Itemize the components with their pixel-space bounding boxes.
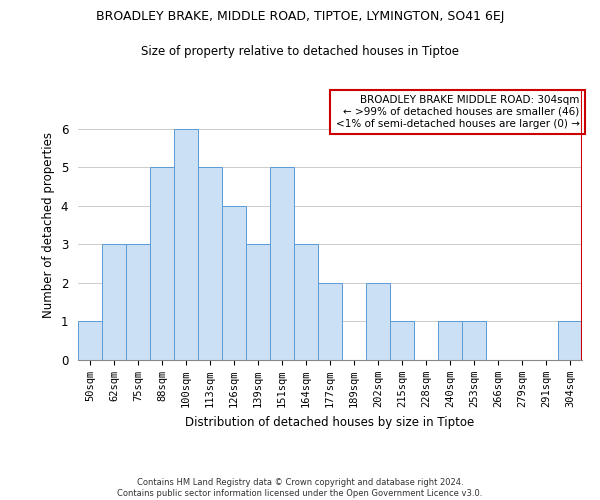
Bar xyxy=(366,283,390,360)
X-axis label: Distribution of detached houses by size in Tiptoe: Distribution of detached houses by size … xyxy=(185,416,475,428)
Text: BROADLEY BRAKE, MIDDLE ROAD, TIPTOE, LYMINGTON, SO41 6EJ: BROADLEY BRAKE, MIDDLE ROAD, TIPTOE, LYM… xyxy=(96,10,504,23)
Bar xyxy=(318,283,342,360)
Y-axis label: Number of detached properties: Number of detached properties xyxy=(42,132,55,318)
Text: BROADLEY BRAKE MIDDLE ROAD: 304sqm
← >99% of detached houses are smaller (46)
<1: BROADLEY BRAKE MIDDLE ROAD: 304sqm ← >99… xyxy=(335,96,580,128)
Bar xyxy=(246,244,270,360)
Bar xyxy=(102,244,126,360)
Bar xyxy=(462,322,486,360)
Bar xyxy=(198,167,222,360)
Bar xyxy=(558,322,582,360)
Bar xyxy=(438,322,462,360)
Bar xyxy=(390,322,414,360)
Text: Contains HM Land Registry data © Crown copyright and database right 2024.
Contai: Contains HM Land Registry data © Crown c… xyxy=(118,478,482,498)
Bar xyxy=(78,322,102,360)
Bar xyxy=(150,167,174,360)
Text: Size of property relative to detached houses in Tiptoe: Size of property relative to detached ho… xyxy=(141,45,459,58)
Bar xyxy=(294,244,318,360)
Bar xyxy=(270,167,294,360)
Bar xyxy=(222,206,246,360)
Bar xyxy=(174,128,198,360)
Bar xyxy=(126,244,150,360)
